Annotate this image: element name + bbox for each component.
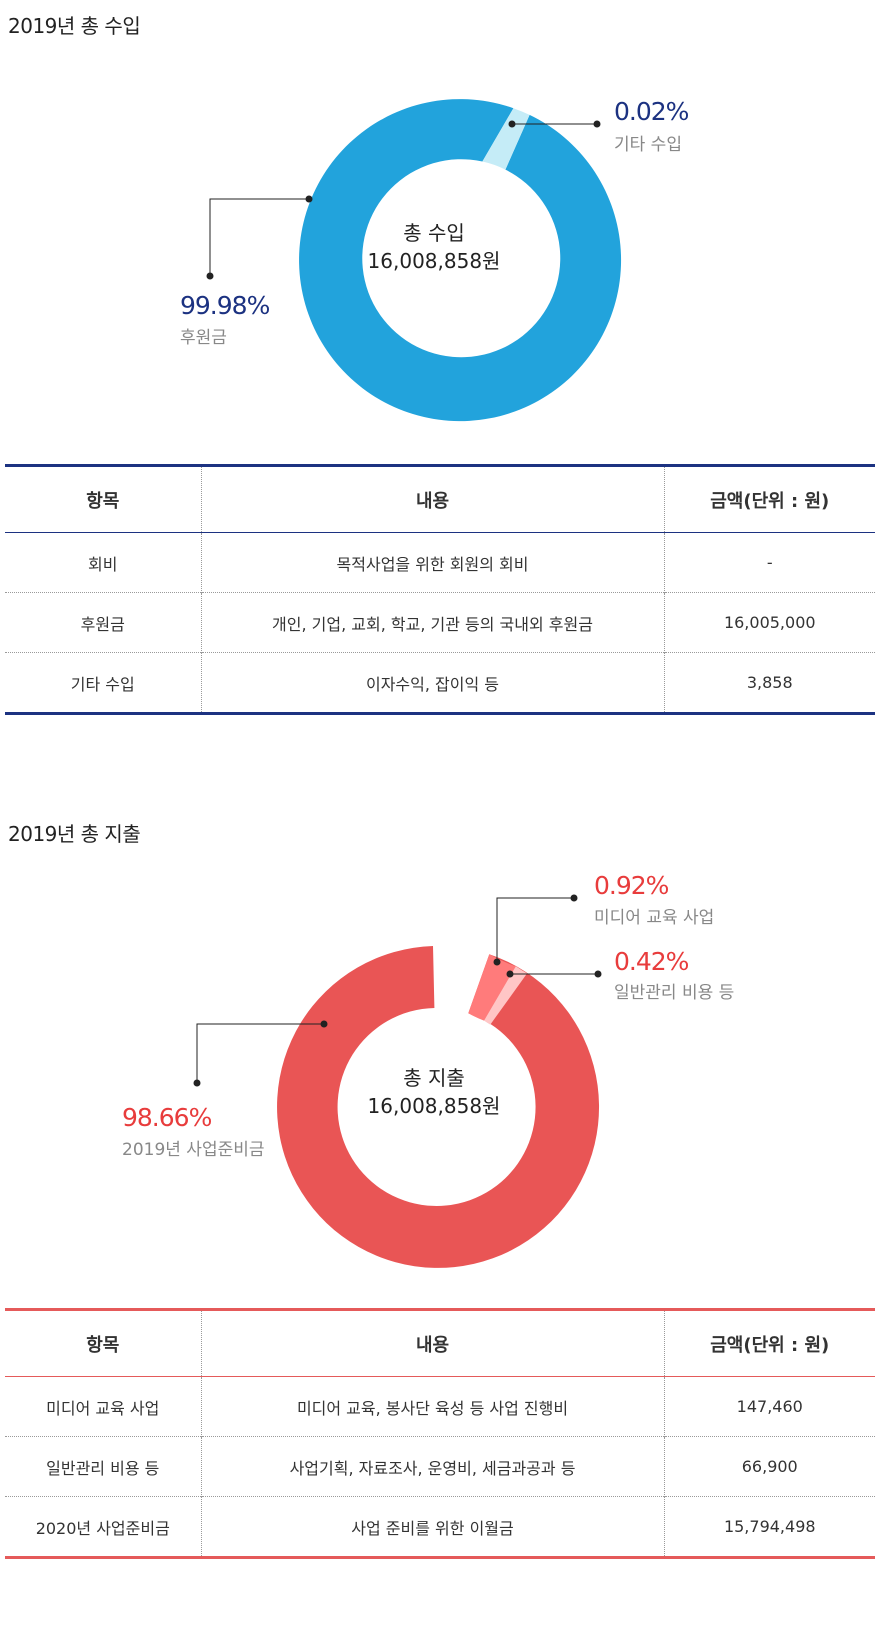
income-pct-donation: 99.98% — [180, 291, 270, 320]
row-item: 2020년 사업준비금 — [5, 1496, 201, 1558]
header-desc: 내용 — [200, 1309, 664, 1377]
income-pct-other: 0.02% — [614, 97, 689, 126]
row-item: 기타 수입 — [5, 652, 201, 714]
expense-label-admin: 일반관리 비용 등 — [614, 983, 734, 1003]
row-amount: - — [663, 532, 875, 593]
income-leader-donation — [206, 195, 313, 280]
row-amount: 147,460 — [663, 1376, 875, 1437]
income-title: 2019년 총 수입 — [8, 14, 141, 38]
row-amount: 66,900 — [663, 1436, 875, 1497]
expense-pct-reserve: 98.66% — [122, 1103, 212, 1132]
income-label-donation: 후원금 — [180, 328, 227, 348]
expense-table-header: 항목 내용 금액(단위 : 원) — [5, 1309, 875, 1377]
row-desc: 이자수익, 잡이익 등 — [200, 652, 664, 714]
table-row: 2020년 사업준비금 사업 준비를 위한 이월금 15,794,498 — [5, 1496, 875, 1558]
table-row: 후원금 개인, 기업, 교회, 학교, 기관 등의 국내외 후원금 16,005… — [5, 592, 875, 653]
expense-slice-admin — [484, 966, 528, 1025]
expense-pct-admin: 0.42% — [614, 947, 689, 976]
table-row: 미디어 교육 사업 미디어 교육, 봉사단 육성 등 사업 진행비 147,46… — [5, 1376, 875, 1437]
row-item: 후원금 — [5, 592, 201, 653]
expense-leader-media — [493, 894, 578, 966]
expense-table: 항목 내용 금액(단위 : 원) 미디어 교육 사업 미디어 교육, 봉사단 육… — [5, 1308, 875, 1559]
header-desc: 내용 — [200, 465, 664, 533]
row-amount: 3,858 — [663, 652, 875, 714]
expense-center-label: 총 지출 — [403, 1066, 465, 1090]
row-desc: 목적사업을 위한 회원의 회비 — [200, 532, 664, 593]
header-amount: 금액(단위 : 원) — [663, 465, 875, 533]
income-center-value: 16,008,858원 — [368, 249, 501, 273]
row-amount: 16,005,000 — [663, 592, 875, 653]
table-row: 일반관리 비용 등 사업기획, 자료조사, 운영비, 세금과공과 등 66,90… — [5, 1436, 875, 1497]
expense-label-media: 미디어 교육 사업 — [594, 908, 714, 928]
row-desc: 미디어 교육, 봉사단 육성 등 사업 진행비 — [200, 1376, 664, 1437]
header-amount: 금액(단위 : 원) — [663, 1309, 875, 1377]
row-item: 미디어 교육 사업 — [5, 1376, 201, 1437]
expense-slice-media — [468, 954, 516, 1021]
income-center-label: 총 수입 — [403, 221, 465, 245]
income-slice-donation — [299, 99, 622, 422]
income-label-other: 기타 수입 — [614, 135, 682, 155]
income-table: 항목 내용 금액(단위 : 원) 회비 목적사업을 위한 회원의 회비 - 후원… — [5, 464, 875, 715]
table-row: 기타 수입 이자수익, 잡이익 등 3,858 — [5, 652, 875, 714]
expense-section: 2019년 총 지출 총 지출 16,008,858원 0.92% 미디어 교육… — [0, 810, 880, 1630]
expense-donut-chart: 총 지출 16,008,858원 0.92% 미디어 교육 사업 0.42% 일… — [122, 871, 734, 1268]
expense-title: 2019년 총 지출 — [8, 822, 141, 846]
row-item: 일반관리 비용 등 — [5, 1436, 201, 1497]
expense-leader-reserve — [193, 1020, 328, 1087]
header-item: 항목 — [5, 1309, 201, 1377]
table-row: 회비 목적사업을 위한 회원의 회비 - — [5, 532, 875, 593]
expense-pct-media: 0.92% — [594, 871, 669, 900]
row-amount: 15,794,498 — [663, 1496, 875, 1558]
header-item: 항목 — [5, 465, 201, 533]
income-donut-chart: 총 수입 16,008,858원 0.02% 기타 수입 99.98% 후원금 — [180, 97, 690, 422]
row-item: 회비 — [5, 532, 201, 593]
expense-slice-reserve — [277, 946, 600, 1268]
row-desc: 개인, 기업, 교회, 학교, 기관 등의 국내외 후원금 — [200, 592, 664, 653]
income-section: 2019년 총 수입 총 수입 16,008,858원 0.02% 기타 수입 … — [0, 0, 880, 720]
row-desc: 사업기획, 자료조사, 운영비, 세금과공과 등 — [200, 1436, 664, 1497]
income-table-header: 항목 내용 금액(단위 : 원) — [5, 465, 875, 533]
income-leader-other — [508, 120, 601, 128]
expense-label-reserve: 2019년 사업준비금 — [122, 1140, 265, 1160]
row-desc: 사업 준비를 위한 이월금 — [200, 1496, 664, 1558]
expense-leader-admin — [506, 970, 602, 978]
expense-center-value: 16,008,858원 — [368, 1094, 501, 1118]
